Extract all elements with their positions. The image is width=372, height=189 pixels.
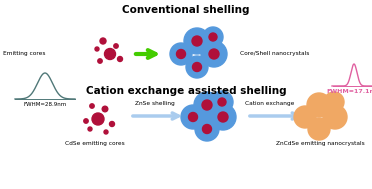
Circle shape bbox=[209, 33, 217, 41]
Circle shape bbox=[184, 28, 210, 54]
Circle shape bbox=[105, 49, 115, 60]
Circle shape bbox=[202, 100, 212, 110]
Circle shape bbox=[294, 106, 316, 128]
Circle shape bbox=[170, 43, 192, 65]
Circle shape bbox=[92, 113, 104, 125]
Circle shape bbox=[98, 59, 102, 63]
Circle shape bbox=[114, 44, 118, 48]
Circle shape bbox=[192, 63, 202, 71]
Circle shape bbox=[102, 106, 108, 112]
Circle shape bbox=[176, 50, 186, 59]
Circle shape bbox=[90, 104, 94, 108]
Text: CdSe emitting cores: CdSe emitting cores bbox=[65, 141, 125, 146]
Circle shape bbox=[202, 125, 212, 133]
Circle shape bbox=[209, 49, 219, 59]
Circle shape bbox=[84, 119, 88, 123]
Text: Emitting cores: Emitting cores bbox=[3, 51, 45, 57]
Circle shape bbox=[201, 41, 227, 67]
Circle shape bbox=[118, 57, 122, 61]
Circle shape bbox=[104, 130, 108, 134]
Text: ZnSe shelling: ZnSe shelling bbox=[135, 101, 175, 106]
Circle shape bbox=[195, 117, 219, 141]
Circle shape bbox=[210, 104, 236, 130]
Circle shape bbox=[307, 93, 331, 117]
Circle shape bbox=[308, 118, 330, 140]
Text: ZnCdSe emitting nanocrystals: ZnCdSe emitting nanocrystals bbox=[276, 141, 365, 146]
Text: Core/Shell nanocrystals: Core/Shell nanocrystals bbox=[240, 51, 310, 57]
Text: FWHM=17.1nm: FWHM=17.1nm bbox=[327, 89, 372, 94]
Circle shape bbox=[203, 27, 223, 47]
Circle shape bbox=[192, 36, 202, 46]
Circle shape bbox=[218, 98, 226, 106]
Circle shape bbox=[218, 112, 228, 122]
Circle shape bbox=[181, 105, 205, 129]
Circle shape bbox=[109, 122, 115, 126]
Circle shape bbox=[211, 91, 233, 113]
Circle shape bbox=[189, 112, 198, 122]
Circle shape bbox=[194, 92, 220, 118]
Text: Cation exchange assisted shelling: Cation exchange assisted shelling bbox=[86, 86, 286, 96]
Circle shape bbox=[186, 56, 208, 78]
Circle shape bbox=[324, 92, 344, 112]
Text: FWHM=28.9nm: FWHM=28.9nm bbox=[23, 102, 67, 107]
Circle shape bbox=[95, 47, 99, 51]
Text: Conventional shelling: Conventional shelling bbox=[122, 5, 250, 15]
Circle shape bbox=[323, 105, 347, 129]
Circle shape bbox=[100, 38, 106, 44]
Circle shape bbox=[88, 127, 92, 131]
Text: Cation exchange: Cation exchange bbox=[245, 101, 295, 106]
